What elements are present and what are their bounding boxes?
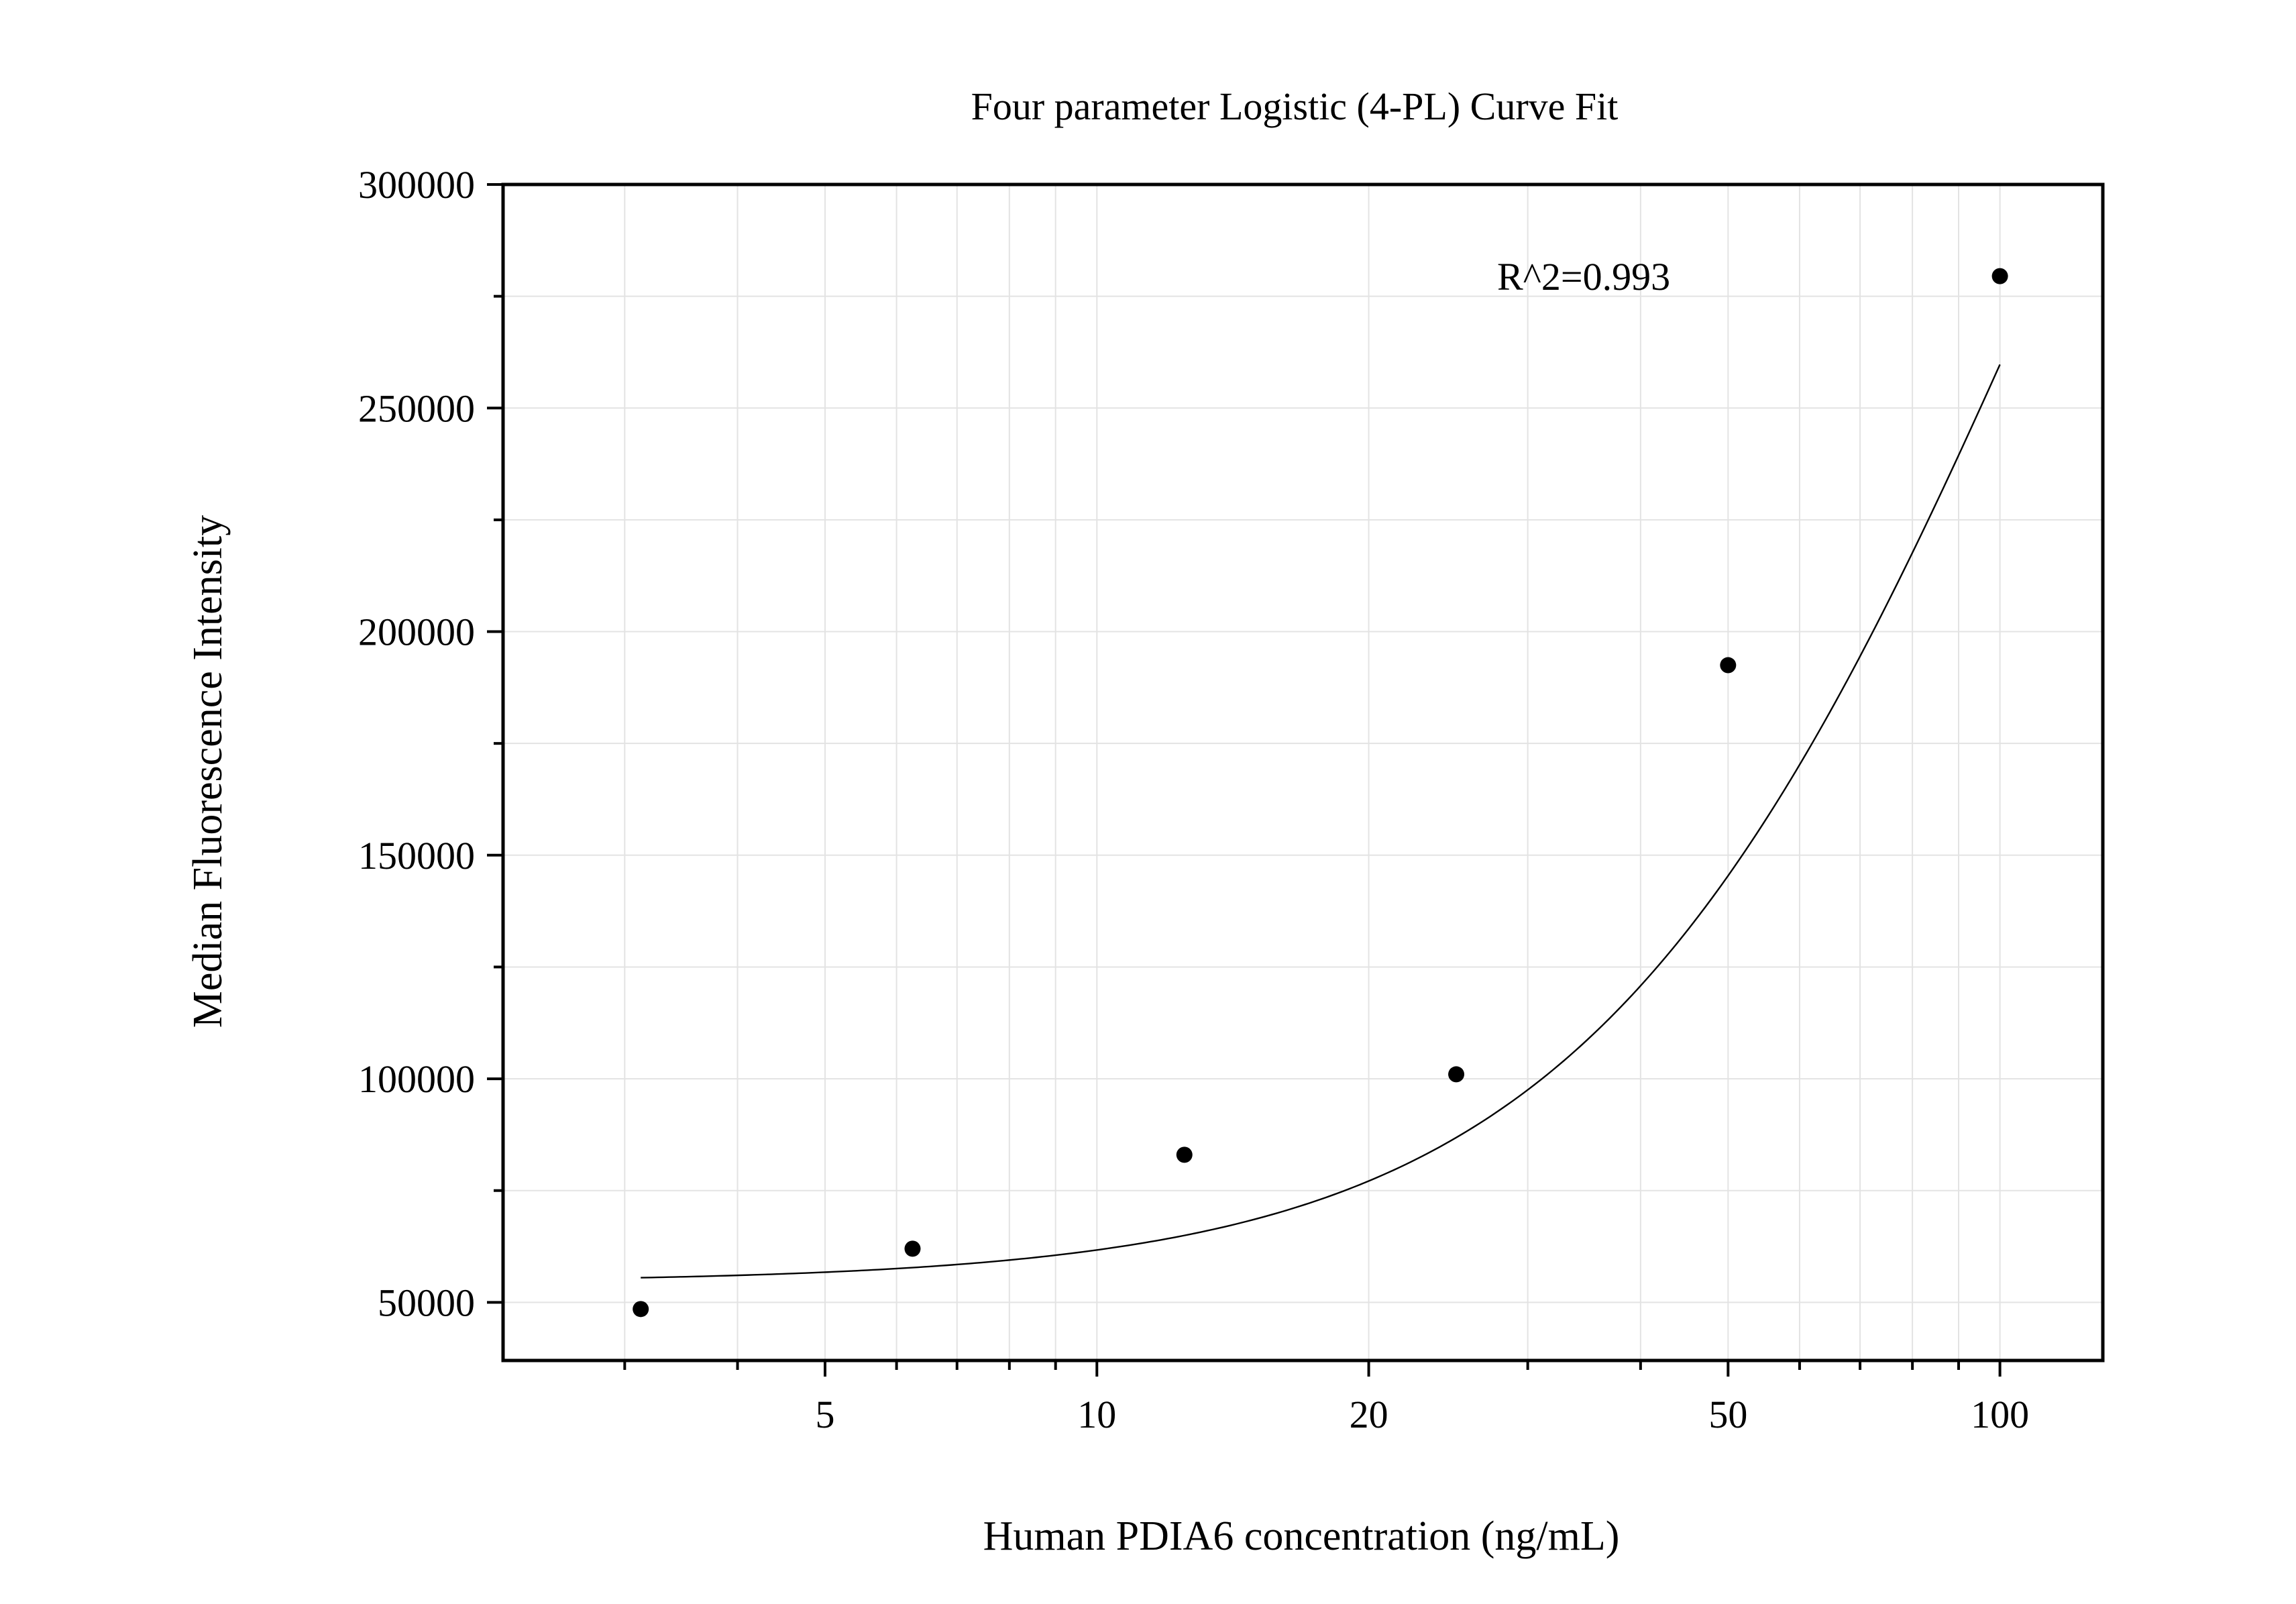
x-tick-labels: 5 10 20 50 100: [816, 1393, 2030, 1436]
x-tick-label: 100: [1971, 1393, 2029, 1436]
fit-curve: [641, 364, 2001, 1279]
fit-curve-layer: [641, 364, 2001, 1279]
y-tick-label: 200000: [358, 610, 475, 654]
y-tick-labels: 50000 100000 150000 200000 250000 300000: [358, 163, 475, 1324]
y-tick-label: 250000: [358, 386, 475, 430]
chart-title: Four parameter Logistic (4-PL) Curve Fit: [971, 85, 1619, 128]
x-tick-label: 20: [1350, 1393, 1388, 1436]
data-point: [1991, 268, 2008, 284]
plot-frame: [501, 182, 2105, 1362]
data-point: [633, 1301, 649, 1318]
axis-ticks: [487, 183, 2002, 1377]
data-points: [633, 268, 2008, 1318]
x-axis-label: Human PDIA6 concentration (ng/mL): [983, 1513, 1620, 1559]
data-point: [1448, 1066, 1465, 1083]
data-point: [1176, 1146, 1193, 1163]
y-tick-label: 300000: [358, 163, 475, 207]
y-axis-label: Median Fluorescence Intensity: [185, 515, 231, 1028]
data-point: [904, 1240, 921, 1257]
x-tick-label: 5: [816, 1393, 835, 1436]
data-point: [1720, 657, 1737, 674]
y-tick-label: 150000: [358, 834, 475, 877]
x-tick-label: 50: [1708, 1393, 1747, 1436]
grid: [503, 184, 2103, 1360]
r-squared-annotation: R^2=0.993: [1497, 255, 1670, 299]
y-tick-label: 100000: [358, 1057, 475, 1101]
y-tick-label: 50000: [378, 1281, 475, 1324]
x-tick-label: 10: [1077, 1393, 1116, 1436]
